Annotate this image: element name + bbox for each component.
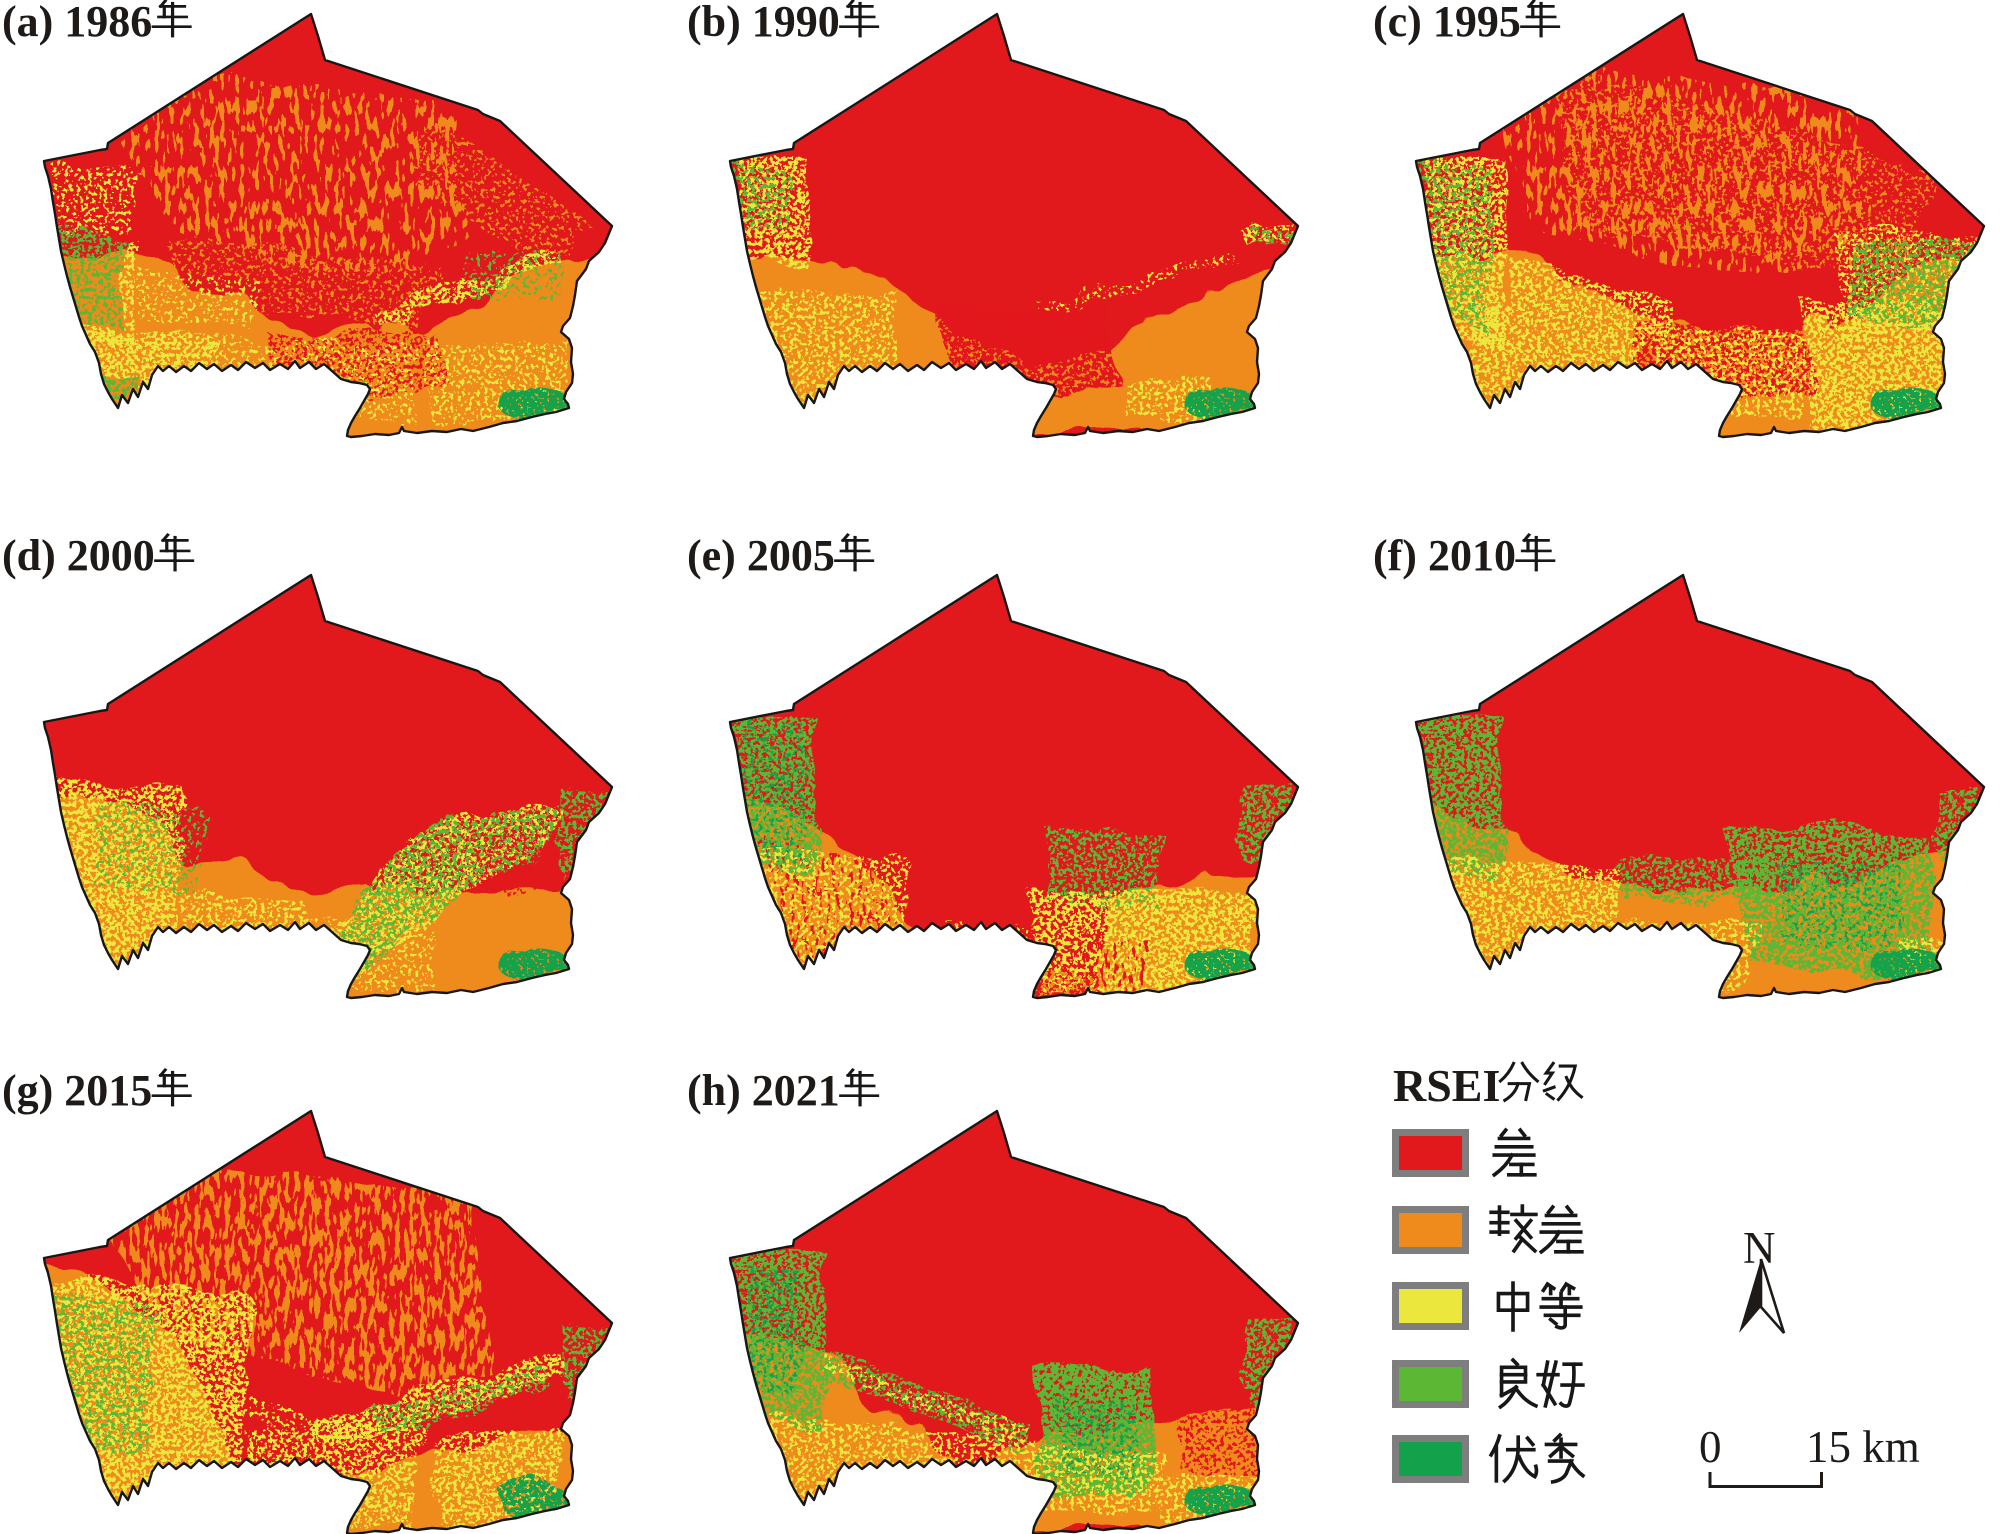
svg-text:(c) 1995: (c) 1995 (1373, 0, 1521, 46)
svg-text:N: N (1743, 1223, 1776, 1273)
svg-text:(b) 1990: (b) 1990 (687, 0, 840, 46)
svg-text:(d) 2000: (d) 2000 (2, 531, 155, 580)
svg-text:(h) 2021: (h) 2021 (687, 1066, 840, 1115)
svg-text:(g) 2015: (g) 2015 (2, 1066, 152, 1115)
svg-text:(f) 2010: (f) 2010 (1373, 531, 1516, 580)
svg-text:0: 0 (1699, 1422, 1722, 1472)
svg-text:15 km: 15 km (1806, 1422, 1920, 1472)
svg-text:RSEI: RSEI (1393, 1060, 1500, 1111)
svg-text:(e) 2005: (e) 2005 (687, 531, 835, 580)
svg-text:(a) 1986: (a) 1986 (2, 0, 152, 46)
